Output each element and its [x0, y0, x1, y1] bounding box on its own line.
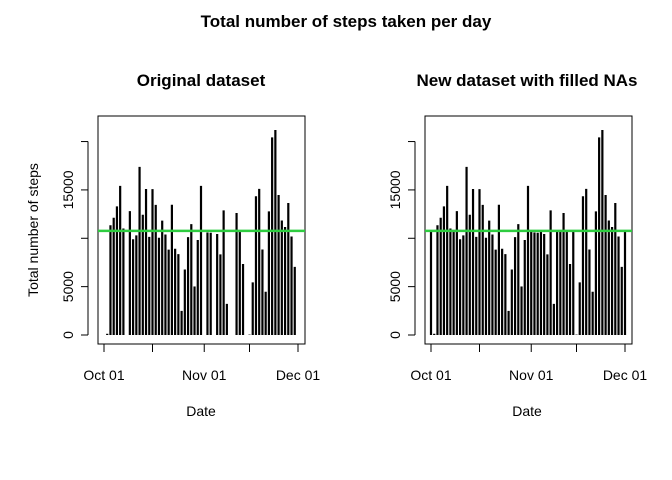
y-tick-label: 0 [60, 331, 76, 339]
chart-title: Original dataset [137, 71, 266, 90]
y-tick-label: 15000 [387, 170, 403, 209]
x-axis-label: Date [512, 403, 542, 419]
chart-filled: New dataset with filled NAs 0 5000 15000 O… [387, 71, 647, 419]
x-tick-label: Nov 01 [509, 367, 554, 383]
x-tick-label: Oct 01 [83, 367, 124, 383]
y-axis: 0 5000 15000 [387, 141, 416, 339]
x-tick-label: Dec 01 [603, 367, 648, 383]
chart-original: Original dataset 0 5000 15000 Oct 01 Nov 01… [25, 71, 320, 419]
figure-title: Total number of steps taken per day [201, 12, 492, 31]
chart-title: New dataset with filled NAs [416, 71, 637, 90]
y-axis-label: Total number of steps [25, 163, 41, 297]
y-tick-label: 0 [387, 331, 403, 339]
y-tick-label: 5000 [387, 271, 403, 302]
x-tick-label: Nov 01 [182, 367, 227, 383]
x-axis: Oct 01 Nov 01 Dec 01 [83, 343, 321, 383]
x-axis-label: Date [186, 403, 216, 419]
bar-group [106, 130, 296, 335]
x-tick-label: Dec 01 [276, 367, 321, 383]
y-tick-label: 15000 [60, 170, 76, 209]
y-axis: 0 5000 15000 [60, 141, 89, 339]
y-tick-label: 5000 [60, 271, 76, 302]
x-tick-label: Oct 01 [410, 367, 451, 383]
x-axis: Oct 01 Nov 01 Dec 01 [410, 343, 648, 383]
bar-group [429, 130, 627, 335]
